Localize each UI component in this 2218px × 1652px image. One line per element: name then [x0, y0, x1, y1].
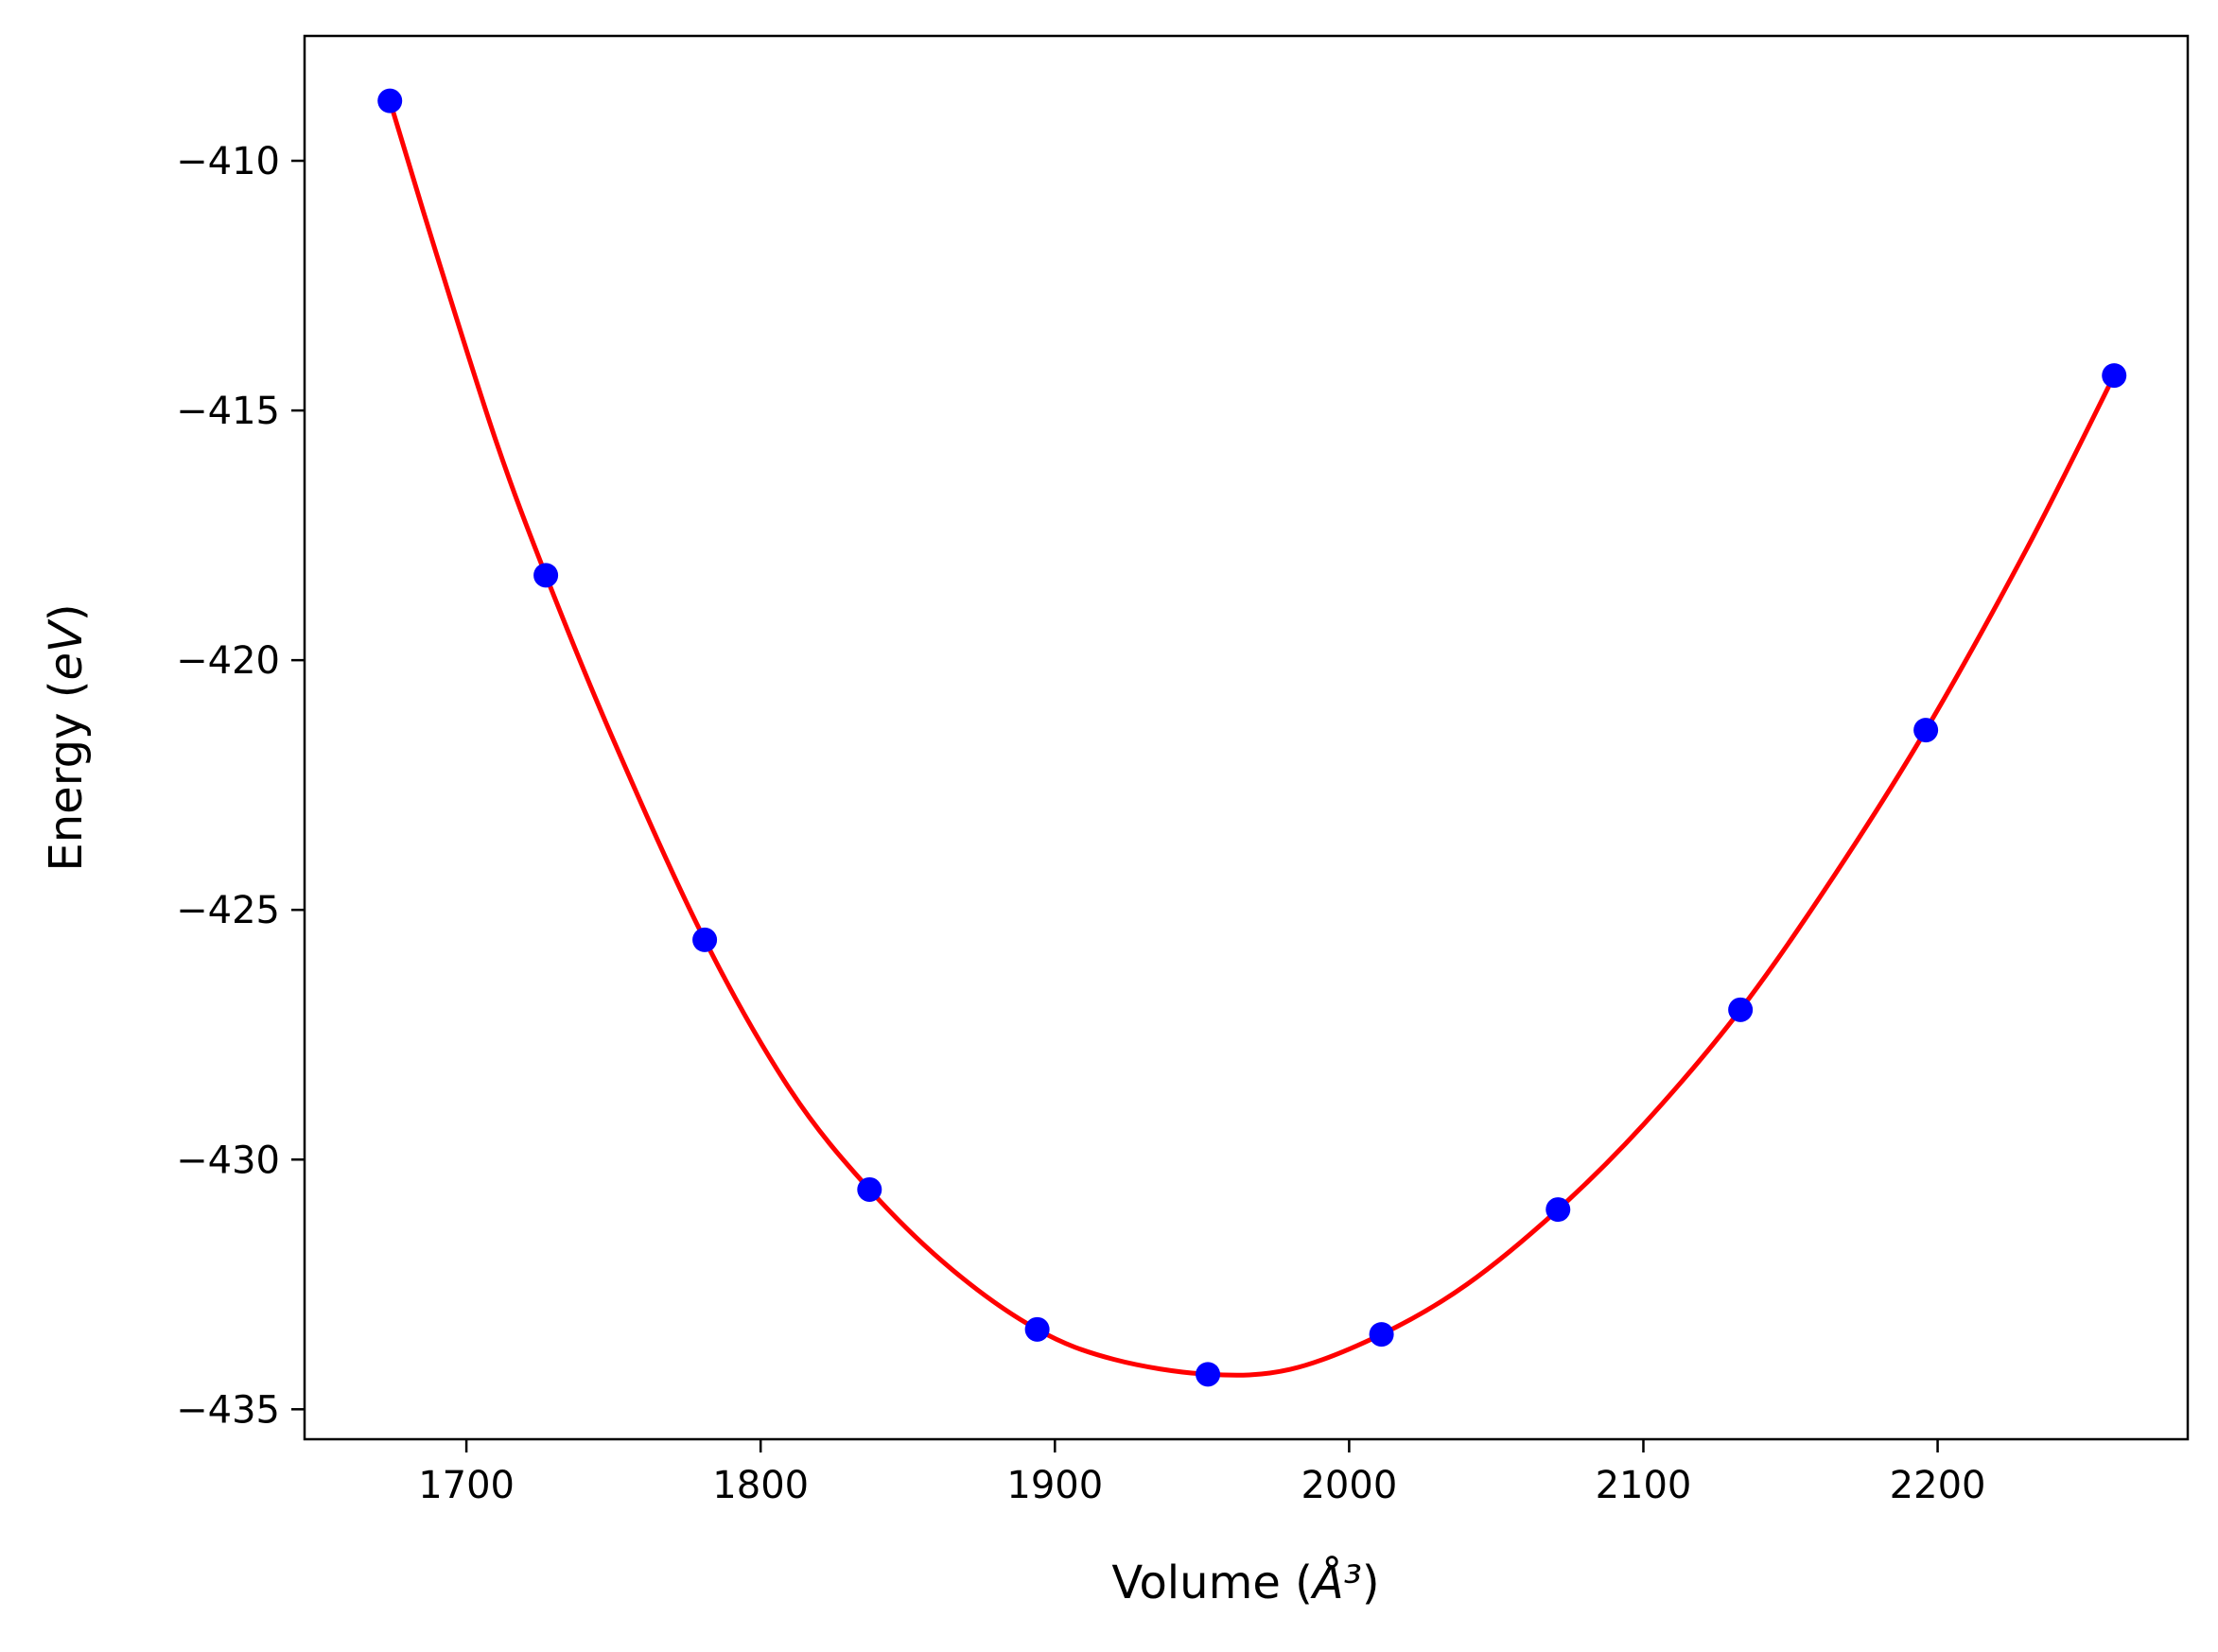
data-point: [377, 88, 403, 113]
data-point: [1024, 1316, 1050, 1342]
y-tick-label: −415: [176, 390, 280, 433]
plot-frame: [303, 34, 2190, 1441]
data-point: [857, 1176, 882, 1202]
x-tick-label: 2100: [1596, 1464, 1692, 1507]
data-point: [692, 927, 718, 952]
data-point: [1369, 1322, 1394, 1348]
y-tick-label: −425: [176, 889, 280, 932]
data-point: [1196, 1362, 1221, 1387]
data-point: [2102, 363, 2127, 389]
x-tick-label: 1800: [712, 1464, 809, 1507]
x-tick-label: 2000: [1301, 1464, 1397, 1507]
data-point: [1728, 997, 1754, 1022]
data-point: [1546, 1197, 1571, 1223]
y-tick-label: −410: [176, 140, 280, 183]
x-tick-label: 1900: [1006, 1464, 1103, 1507]
fit-curve-line: [387, 99, 2117, 1378]
x-axis-label: Volume (Å³): [1111, 1556, 1379, 1609]
y-axis-label: Energy (eV): [40, 603, 93, 871]
x-tick-label: 2200: [1890, 1464, 1986, 1507]
y-tick-label: −435: [176, 1388, 280, 1432]
x-tick-label: 1700: [418, 1464, 515, 1507]
y-tick-label: −430: [176, 1139, 280, 1182]
y-tick-label: −420: [176, 639, 280, 683]
data-point: [533, 563, 559, 588]
data-point: [1913, 718, 1939, 743]
